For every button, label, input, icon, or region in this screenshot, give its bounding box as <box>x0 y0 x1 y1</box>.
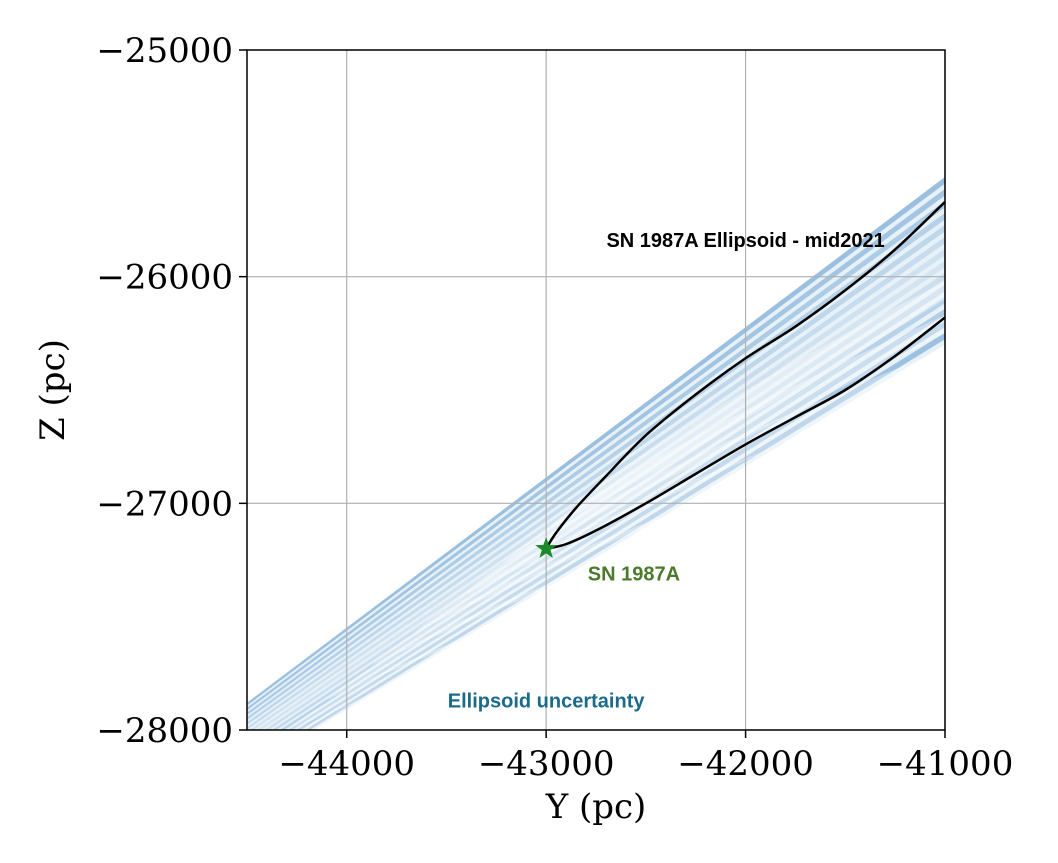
x-tick-label: −44000 <box>278 744 415 784</box>
ellipsoid-curves <box>545 200 945 550</box>
annotation-ellipsoid-title: SN 1987A Ellipsoid - mid2021 <box>606 230 884 252</box>
uncertainty-band-base <box>247 176 945 730</box>
y-tick-label: −28000 <box>96 711 233 751</box>
uncertainty-band-layer <box>296 320 945 730</box>
x-tick-label: −42000 <box>677 744 814 784</box>
annotation-uncertainty: Ellipsoid uncertainty <box>448 690 646 712</box>
ellipsoid-lower-branch <box>545 316 945 550</box>
uncertainty-band-layer <box>247 200 945 716</box>
uncertainty-band-layer <box>247 224 945 725</box>
uncertainty-band <box>247 176 945 730</box>
y-axis-label: Z (pc) <box>33 339 73 441</box>
ellipsoid-upper-branch <box>545 200 945 550</box>
annotation-sn1987a: SN 1987A <box>588 563 680 585</box>
uncertainty-streak <box>370 417 945 667</box>
uncertainty-streak <box>329 553 945 730</box>
y-tick-label: −26000 <box>96 258 233 298</box>
uncertainty-streak <box>502 315 945 565</box>
ticks: −44000 −43000 −42000 −41000 −25000 −26000 −270… <box>96 31 1013 784</box>
uncertainty-band-layer <box>249 248 945 730</box>
axes-border <box>246 49 946 731</box>
uncertainty-band-layer <box>256 260 945 730</box>
uncertainty-band-layer <box>247 236 945 730</box>
plot-area <box>247 50 945 730</box>
uncertainty-band-layer <box>247 176 945 706</box>
x-tick-label: −41000 <box>877 744 1014 784</box>
uncertainty-band-layer <box>247 188 945 711</box>
grid <box>247 50 945 730</box>
y-tick-label: −25000 <box>96 31 233 71</box>
sn1987a-star-marker <box>535 537 558 558</box>
uncertainty-band-layer <box>271 284 945 730</box>
axes-frame <box>246 49 946 731</box>
uncertainty-band-layer <box>247 212 945 721</box>
uncertainty-band-layer <box>304 332 945 730</box>
y-tick-label: −27000 <box>96 484 233 524</box>
uncertainty-band-layer <box>264 272 945 730</box>
uncertainty-streak <box>414 383 945 633</box>
x-axis-label: Y (pc) <box>545 787 647 827</box>
uncertainty-streak <box>295 519 945 730</box>
sn1987a-marker-group <box>535 537 558 558</box>
uncertainty-band-layer <box>279 296 945 730</box>
uncertainty-streak <box>388 587 945 730</box>
x-tick-label: −43000 <box>478 744 615 784</box>
uncertainty-streak <box>287 485 945 730</box>
uncertainty-streak <box>326 451 945 701</box>
uncertainty-streak <box>458 349 945 599</box>
